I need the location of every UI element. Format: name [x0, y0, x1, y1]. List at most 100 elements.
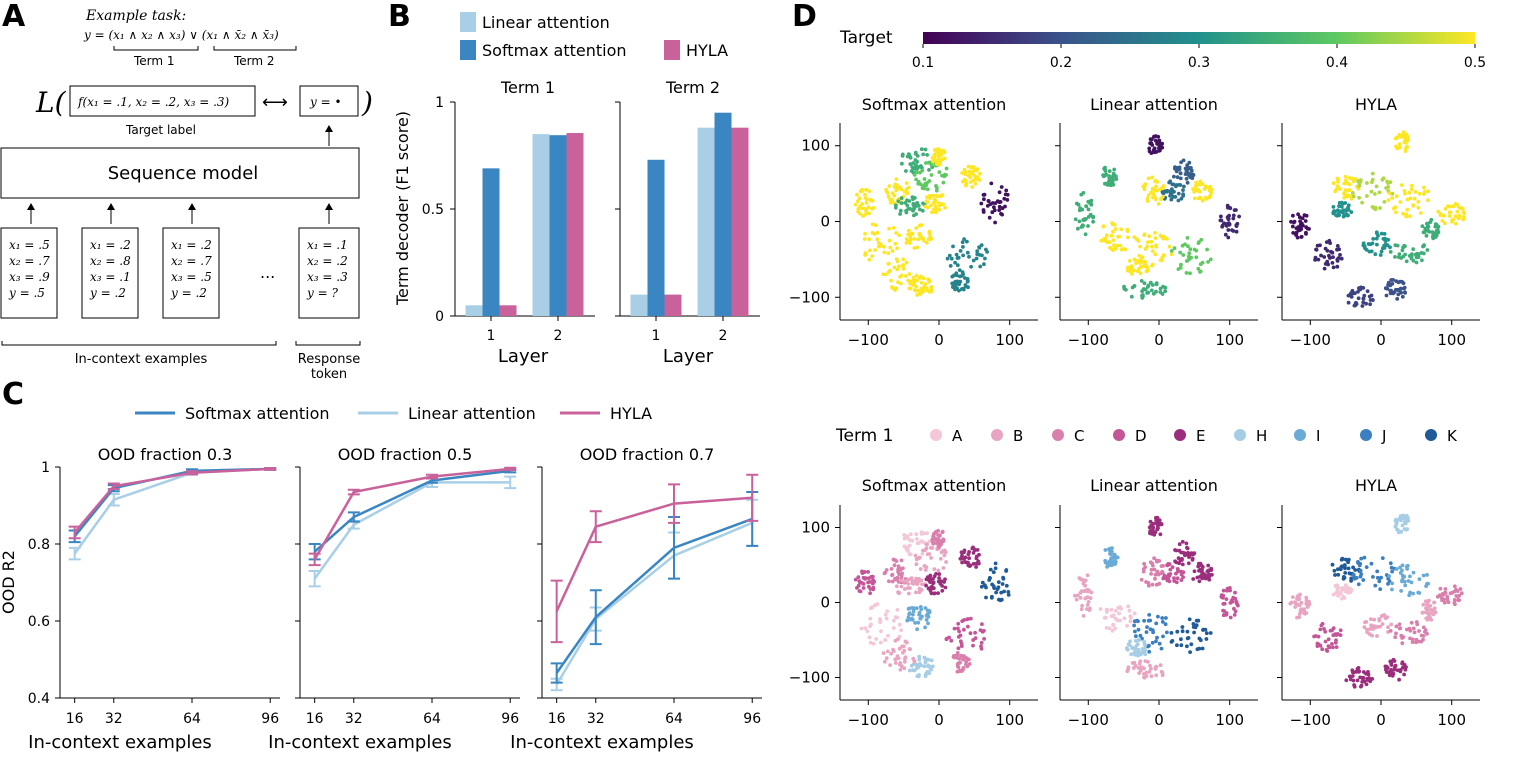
d-point-1-2-0-33	[1154, 150, 1159, 154]
d-point-1-2-9-30	[1149, 288, 1154, 293]
d-point-1-1-1-26	[916, 181, 921, 186]
d-point-2-1-8-5	[889, 651, 893, 656]
panel-a: A Example task: y = (x₁ ∧ x₂ ∧ x₃) ∨ (x₁…	[0, 0, 373, 382]
d-point-1-3-7-1	[1371, 237, 1376, 241]
d-point-1-3-1-18	[1343, 174, 1348, 179]
d-point-2-1-11-23	[994, 590, 998, 595]
d-point-2-3-9-28	[1432, 600, 1437, 605]
d-point-2-3-3-7	[1421, 573, 1426, 578]
d-point-1-2-7-10	[1134, 237, 1139, 242]
d-point-1-3-6-28	[1331, 265, 1336, 270]
d-point-1-3-4-27	[1443, 207, 1448, 211]
b-xtick-label-1-1: 1	[487, 328, 496, 344]
d-point-2-1-8-25	[883, 659, 887, 664]
d-point-2-1-11-26	[1001, 576, 1006, 581]
d-point-2-1-11-11	[1004, 568, 1009, 572]
d-point-2-3-10-23	[1352, 684, 1357, 689]
d-xtick-label-1-3-2: 0	[1376, 331, 1386, 349]
d-point-1-1-4-29	[890, 197, 894, 202]
d-subplot-title-2-1: Softmax attention	[862, 476, 1007, 495]
d-point-2-2-3-31	[1159, 571, 1164, 575]
c-xtick-label-1-2: 32	[105, 711, 123, 727]
d-point-1-2-5-33	[1112, 173, 1117, 178]
d-point-2-1-0-22	[927, 539, 932, 544]
d-point-1-1-6-33	[928, 203, 933, 208]
d-point-1-1-8-6	[899, 281, 903, 286]
d-point-1-3-4-24	[1438, 213, 1443, 218]
target-label: Target label	[125, 123, 196, 137]
d-point-2-1-12-32	[968, 563, 973, 568]
term-legend-label-D: D	[1135, 427, 1147, 445]
term-legend-title: Term 1	[835, 426, 893, 446]
d-point-1-2-3-26	[1143, 182, 1148, 187]
example-3-line-1: x₁ = .2	[171, 238, 212, 252]
d-point-2-1-7-24	[884, 616, 889, 621]
d-point-2-1-6-29	[927, 586, 932, 591]
d-point-1-1-6-18	[931, 193, 936, 198]
d-point-1-2-0-18	[1147, 149, 1152, 154]
d-point-1-2-7-28	[1146, 240, 1150, 245]
d-point-2-2-11-3	[1124, 646, 1129, 651]
d-point-2-2-12-22	[1197, 568, 1201, 573]
d-point-2-2-12-28	[1200, 567, 1204, 572]
c-legend: Softmax attention Linear attention HYLA	[135, 404, 652, 423]
d-point-1-3-6-1	[1316, 257, 1321, 262]
d-point-1-1-12-32	[968, 180, 973, 184]
d-point-2-1-5-21	[902, 587, 907, 591]
d-ytick-label-2-2: 0	[820, 594, 830, 612]
d-point-1-2-9-31	[1142, 281, 1147, 286]
d-point-1-3-10-33	[1361, 296, 1366, 301]
d-point-2-3-4-12	[1445, 594, 1450, 599]
d-point-2-2-7-2	[1161, 634, 1165, 639]
d-point-1-2-1-33	[1173, 165, 1177, 170]
d-point-2-1-7-25	[875, 602, 880, 606]
d-point-2-2-12-13	[1203, 576, 1208, 581]
d-point-1-2-3-28	[1146, 193, 1151, 198]
d-point-1-1-0-31	[915, 159, 919, 164]
d-point-2-2-3-11	[1156, 572, 1161, 577]
d-point-1-3-2-2	[1377, 190, 1382, 195]
d-point-2-1-5-20	[899, 584, 904, 589]
d-point-1-1-2-31	[935, 162, 940, 166]
d-point-1-2-12-2	[1192, 196, 1197, 201]
d-point-1-3-12-0	[1331, 205, 1336, 209]
d-point-2-2-4-3	[1075, 593, 1080, 598]
d-point-2-3-7-29	[1386, 625, 1390, 630]
d-point-1-1-7-6	[893, 241, 898, 246]
d-point-1-3-5-1	[1303, 219, 1308, 223]
d-point-1-2-10-23	[1237, 214, 1241, 219]
d-point-2-1-0-5	[908, 552, 913, 557]
d-point-2-1-9-14	[909, 663, 914, 668]
d-point-1-1-12-22	[974, 176, 978, 181]
d-point-2-2-8-2	[1200, 646, 1205, 651]
d-point-1-1-10-6	[978, 264, 983, 269]
d-point-2-1-6-26	[943, 577, 947, 582]
d-point-2-2-4-31	[1085, 588, 1090, 592]
d-point-1-3-4-32	[1447, 210, 1452, 215]
d-point-2-2-4-7	[1086, 600, 1091, 604]
d-point-2-1-0-30	[919, 539, 924, 544]
d-point-1-3-3-13	[1409, 187, 1414, 192]
d-point-1-1-1-22	[920, 168, 925, 173]
d-point-1-1-5-1	[918, 207, 922, 212]
d-point-2-1-7-19	[871, 641, 876, 646]
d-point-2-3-2-2	[1369, 561, 1374, 566]
d-point-2-1-8-8	[895, 654, 900, 659]
d-point-2-1-5-30	[910, 581, 915, 586]
d-point-1-1-9-27	[925, 288, 929, 293]
d-point-1-1-1-27	[929, 173, 934, 177]
d-point-2-2-2-5	[1179, 578, 1184, 582]
c-xlabel-3: In-context examples	[510, 732, 694, 753]
d-point-2-2-6-31	[1118, 605, 1122, 609]
d-point-1-3-4-9	[1460, 206, 1465, 211]
d-point-1-3-8-5	[1416, 255, 1421, 259]
d-point-1-1-1-33	[922, 177, 927, 181]
d-point-2-3-7-31	[1385, 615, 1390, 619]
d-point-1-2-8-31	[1208, 257, 1213, 262]
d-point-2-2-9-20	[1149, 674, 1154, 679]
d-point-1-3-8-4	[1425, 248, 1430, 252]
d-point-1-2-10-13	[1234, 208, 1238, 212]
d-point-2-1-12-23	[977, 552, 981, 557]
c-ylabel: OOD R2	[0, 550, 18, 614]
d-point-1-3-6-14	[1338, 253, 1342, 257]
